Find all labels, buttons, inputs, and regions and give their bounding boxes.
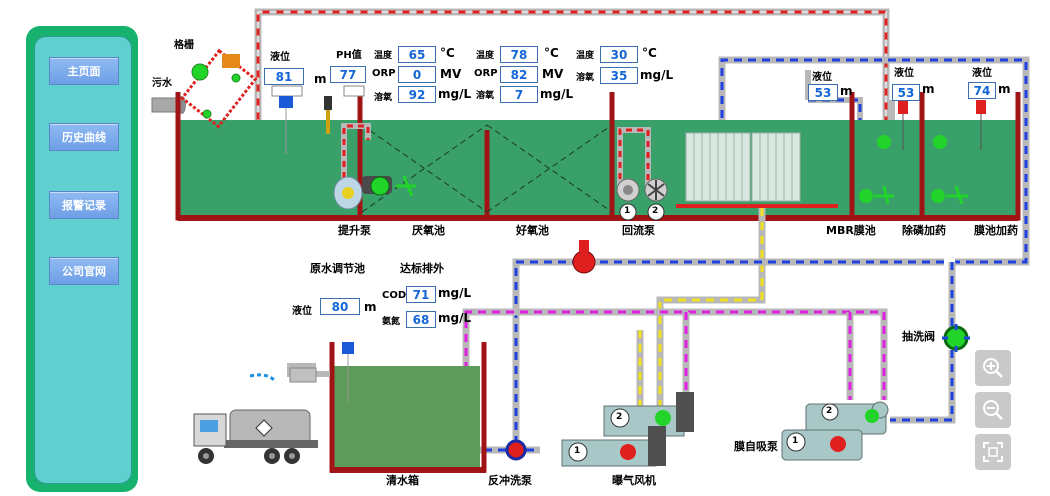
t1-orp-value: 0 xyxy=(398,66,436,83)
lift-pump-assembly xyxy=(333,123,416,210)
return-pumps xyxy=(616,127,668,221)
blower-caption: 曝气风机 xyxy=(612,474,656,487)
ammonia-unit: mg/L xyxy=(438,311,472,325)
ammonia-label: 氨氮 xyxy=(382,317,401,327)
self-priming-number-2: 2 xyxy=(826,406,833,416)
zoom-out-icon xyxy=(983,400,1003,420)
nav-history-button[interactable]: 历史曲线 xyxy=(49,123,119,151)
t1-orp-unit: MV xyxy=(440,67,462,81)
aerobic-caption: 好氧池 xyxy=(516,224,549,237)
t1-temp-unit: °C xyxy=(440,46,455,60)
mbr-level-unit: m xyxy=(840,84,853,98)
discharge-valve xyxy=(572,240,596,274)
backwash-pump xyxy=(505,439,527,461)
clean-tank-caption: 清水箱 xyxy=(386,474,419,487)
blower-number-2: 2 xyxy=(616,412,623,422)
nav-alarm-button[interactable]: 报警记录 xyxy=(49,191,119,219)
backwash-caption: 反冲洗泵 xyxy=(488,474,532,487)
zoom-in-icon xyxy=(983,358,1003,378)
self-priming-number-1: 1 xyxy=(792,436,799,446)
inlet-level-label: 液位 xyxy=(270,52,290,63)
p-level-label: 液位 xyxy=(894,68,914,79)
t1-temp-label: 温度 xyxy=(374,51,393,61)
t2-do-label: 溶氧 xyxy=(476,91,495,101)
t1-do-value: 92 xyxy=(398,86,436,103)
inlet-level-sensor xyxy=(271,85,365,154)
t2-temp-label: 温度 xyxy=(476,51,495,61)
ammonia-value: 68 xyxy=(406,311,436,328)
cod-value: 71 xyxy=(406,286,436,303)
clean-water-tank xyxy=(287,342,487,473)
t2-do-unit: mg/L xyxy=(540,87,574,101)
nav-company-button[interactable]: 公司官网 xyxy=(49,257,119,285)
mbr-caption: MBR膜池 xyxy=(826,224,876,237)
p-level-value: 53 xyxy=(892,84,920,101)
cod-unit: mg/L xyxy=(438,286,472,300)
t3-temp-value: 30 xyxy=(600,46,638,63)
self-priming-caption: 膜自吸泵 xyxy=(734,440,778,453)
top-return-pipe xyxy=(254,8,890,140)
grille-label: 格栅 xyxy=(174,40,194,51)
mbr-level-label: 液位 xyxy=(812,72,832,83)
t2-orp-label: ORP xyxy=(474,68,498,79)
t2-temp-value: 78 xyxy=(500,46,538,63)
p-removal-caption: 除磷加药 xyxy=(902,224,946,237)
sewage-label: 污水 xyxy=(152,78,172,89)
m-level-value: 74 xyxy=(968,82,996,99)
t3-temp-label: 温度 xyxy=(576,51,595,61)
t2-orp-value: 82 xyxy=(500,66,538,83)
blower-units xyxy=(561,392,694,467)
t1-orp-label: ORP xyxy=(372,68,396,79)
self-priming-pumps xyxy=(781,401,889,461)
fit-screen-icon xyxy=(983,442,1003,462)
sidebar-panel: 主页面 历史曲线 报警记录 公司官网 xyxy=(34,36,132,484)
lift-pump-caption: 提升泵 xyxy=(338,224,371,237)
anoxic-caption: 厌氧池 xyxy=(412,224,445,237)
grille-machine xyxy=(180,48,258,129)
t2-orp-unit: MV xyxy=(542,67,564,81)
dosing-units xyxy=(859,100,986,205)
m-level-label: 液位 xyxy=(972,68,992,79)
mbr-level-value: 53 xyxy=(808,84,838,101)
fit-screen-button[interactable] xyxy=(975,434,1011,470)
t1-do-unit: mg/L xyxy=(438,87,472,101)
t2-do-value: 7 xyxy=(500,86,538,103)
t2-temp-unit: °C xyxy=(544,46,559,60)
discharge-caption: 达标排外 xyxy=(400,262,444,275)
nav-home-button[interactable]: 主页面 xyxy=(49,57,119,85)
t3-do-unit: mg/L xyxy=(640,68,674,82)
ph-label: PH值 xyxy=(336,50,362,61)
cod-label: COD xyxy=(382,290,407,301)
main-tank xyxy=(175,92,1021,221)
t1-do-label: 溶氧 xyxy=(374,93,393,103)
t3-temp-unit: °C xyxy=(642,46,657,60)
return-pump-number-2: 2 xyxy=(652,206,659,216)
water-truck xyxy=(193,373,318,464)
tank-level-unit: m xyxy=(364,300,377,314)
sidebar: 主页面 历史曲线 报警记录 公司官网 xyxy=(26,26,138,492)
inlet-level-value: 81 xyxy=(264,68,304,85)
p-level-unit: m xyxy=(922,82,935,96)
tank-level-label: 液位 xyxy=(292,306,312,317)
return-pump-number-1: 1 xyxy=(624,206,631,216)
inlet-level-unit: m xyxy=(314,72,327,86)
zoom-in-button[interactable] xyxy=(975,350,1011,386)
blower-number-1: 1 xyxy=(574,446,581,456)
return-pump-caption: 回流泵 xyxy=(622,224,655,237)
t3-do-label: 溶氧 xyxy=(576,73,595,83)
t3-do-value: 35 xyxy=(600,67,638,84)
suction-valve xyxy=(942,324,970,352)
zoom-out-button[interactable] xyxy=(975,392,1011,428)
m-level-unit: m xyxy=(998,82,1011,96)
t1-temp-value: 65 xyxy=(398,46,436,63)
mbr-membrane-modules xyxy=(676,132,838,208)
suction-valve-caption: 抽洗阀 xyxy=(902,330,935,343)
membrane-dose-caption: 膜池加药 xyxy=(974,224,1018,237)
tank-level-value: 80 xyxy=(320,298,360,315)
raw-adjust-caption: 原水调节池 xyxy=(310,262,365,275)
ph-value: 77 xyxy=(330,66,366,83)
